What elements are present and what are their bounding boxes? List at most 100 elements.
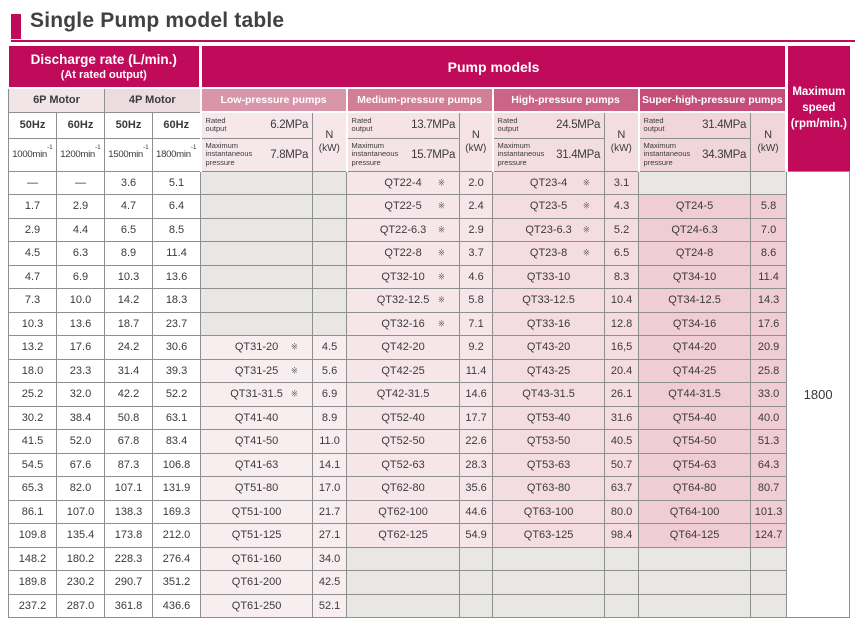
pump-model-name: QT41-50 — [234, 435, 279, 448]
header-row-groups: 6P Motor 4P Motor Low-pressure pumps Med… — [8, 87, 850, 113]
pump-model-cell — [346, 546, 461, 571]
power-kw-cell: 5.8 — [750, 194, 788, 219]
pump-model-cell: QT52-40 — [346, 405, 461, 430]
discharge-cell: 2.9 — [8, 217, 57, 242]
pump-model-cell: QT33-12.5 — [492, 288, 606, 313]
discharge-cell: 212.0 — [151, 523, 202, 548]
pump-model-name: QT41-63 — [234, 458, 279, 471]
discharge-cell: 6.3 — [56, 241, 105, 266]
power-kw-cell: 7.1 — [459, 311, 494, 336]
pump-model-cell: QT31-20 ※ — [200, 335, 314, 360]
pump-model-name: QT54-63 — [672, 458, 717, 471]
power-kw-cell: 98.4 — [604, 523, 640, 548]
table-body: — —3.6 5.1 QT22-4 ※ 2.0 QT23-4 ※ 3.1 1800 1.7 2.9 4.… — [8, 170, 851, 618]
pump-model-name: QT24-8 — [675, 247, 714, 260]
motor-4p-header: 4P Motor — [103, 87, 202, 113]
pump-model-cell: QT34-10 — [638, 264, 752, 289]
discharge-cell: 169.3 — [151, 499, 202, 524]
n-label: N — [764, 129, 773, 142]
freq-4p-50hz: 50Hz — [104, 111, 153, 139]
power-kw-cell — [312, 311, 348, 336]
pump-model-table: Discharge rate (L/min.) (At rated output… — [8, 46, 851, 618]
pump-model-cell: QT24-8 — [638, 241, 752, 266]
pump-model-name: QT63-80 — [526, 482, 571, 495]
pump-model-name: QT54-40 — [672, 411, 717, 424]
pump-model-cell — [200, 311, 314, 336]
power-kw-cell — [459, 570, 494, 595]
discharge-cell: 4.7 — [8, 264, 57, 289]
pump-model-name: QT31-31.5 — [230, 388, 283, 401]
discharge-cell: 83.4 — [151, 429, 202, 454]
max-pressure-high: Maximum instantaneous pressure 31.4MPa — [491, 137, 606, 172]
table-row: 25.2 32.0 42.2 52.2 QT31-31.5 ※ 6.9 QT42-31.5 14… — [8, 382, 850, 407]
discharge-cell: 230.2 — [56, 570, 105, 595]
table-row: 237.2 287.0 361.8 436.6 QT61-250 52.1 — [8, 593, 850, 618]
power-kw-cell: 14.1 — [312, 452, 348, 477]
pump-model-name: QT61-160 — [231, 552, 282, 565]
pump-model-cell: QT63-80 — [492, 476, 606, 501]
pump-model-name: QT43-25 — [526, 364, 571, 377]
reference-mark: ※ — [437, 294, 446, 305]
discharge-cell: 436.6 — [151, 593, 202, 618]
pump-model-name: QT22-5 — [384, 200, 422, 213]
pump-model-cell: QT22-8 ※ — [346, 241, 461, 266]
table-row: 54.5 67.6 87.3 106.8 QT41-63 14.1 QT52-63 28.3 Q… — [8, 452, 850, 477]
kw-label: (kW) — [318, 143, 340, 155]
table-row: 18.0 23.3 31.4 39.3 QT31-25 ※ 5.6 QT42-25 11.4 QT… — [8, 358, 850, 383]
pump-model-name: QT44-25 — [672, 364, 717, 377]
discharge-cell: 7.3 — [8, 288, 57, 313]
power-kw-cell — [312, 241, 348, 266]
reference-mark: ※ — [290, 365, 299, 376]
pump-model-cell: QT33-10 — [492, 264, 606, 289]
pump-model-name: QT33-12.5 — [522, 294, 575, 307]
pump-model-cell: QT44-20 — [638, 335, 752, 360]
discharge-cell: 8.5 — [151, 217, 202, 242]
pump-model-name: QT42-20 — [381, 341, 425, 354]
table-row: 13.2 17.6 24.2 30.6 QT31-20 ※ 4.5 QT42-20 9.2 QT4… — [8, 335, 850, 360]
max-speed-header: Maximum speed (rpm/min.) — [785, 46, 850, 172]
table-row: 2.9 4.4 6.5 8.5 QT22-6.3 ※ 2.9 QT23-6.3 ※ 5.2 QT24… — [8, 217, 850, 242]
power-kw-cell: 26.1 — [604, 382, 640, 407]
pump-model-name: QT33-16 — [526, 317, 571, 330]
pump-model-cell: QT22-5 ※ — [346, 194, 461, 219]
discharge-cell: — — [8, 170, 57, 195]
pump-model-name: QT32-12.5 — [376, 294, 430, 307]
discharge-cell: 351.2 — [151, 570, 202, 595]
pump-model-name: QT41-40 — [234, 411, 279, 424]
discharge-cell: 6.4 — [151, 194, 202, 219]
pump-model-cell: QT23-5 ※ — [492, 194, 606, 219]
pump-model-cell: QT62-125 — [346, 523, 461, 548]
table-row: 4.7 6.9 10.3 13.6 QT32-10 ※ 4.6 QT33-10 8.3 QT34-… — [8, 264, 850, 289]
pump-model-name: QT51-125 — [231, 529, 282, 542]
discharge-cell: 287.0 — [56, 593, 105, 618]
power-kw-cell: 2.4 — [459, 194, 494, 219]
speed-1000min: 1000min-1 — [8, 137, 57, 172]
pump-model-name: QT64-100 — [669, 505, 720, 518]
pump-model-cell: QT33-16 — [492, 311, 606, 336]
pump-model-cell: QT44-31.5 — [638, 382, 752, 407]
n-label: N — [617, 129, 626, 142]
max-pressure-value: 15.7MPa — [411, 148, 456, 161]
super-high-pressure-header: Super-high-pressure pumps — [637, 87, 788, 113]
discharge-cell: 23.3 — [56, 358, 105, 383]
pump-model-name: QT53-63 — [526, 458, 571, 471]
power-kw-cell — [312, 264, 348, 289]
rated-output-medium: Rated output 13.7MPa — [345, 111, 461, 139]
discharge-cell: 276.4 — [151, 546, 202, 571]
max-pressure-value: 34.3MPa — [702, 148, 747, 161]
pump-model-name: QT22-8 — [384, 247, 422, 260]
discharge-cell: 82.0 — [56, 476, 105, 501]
power-kw-cell: 11.4 — [750, 264, 788, 289]
pump-model-name: QT63-125 — [523, 529, 574, 542]
discharge-cell: 10.0 — [56, 288, 105, 313]
pump-model-cell: QT24-5 — [638, 194, 752, 219]
discharge-rate-subtitle: (At rated output) — [60, 68, 147, 81]
pump-model-name: QT24-6.3 — [671, 223, 718, 236]
pump-model-cell — [638, 570, 752, 595]
table-row: 41.5 52.0 67.8 83.4 QT41-50 11.0 QT52-50 22.6 QT… — [8, 429, 850, 454]
header-row-maxpressure: 1000min-1 1200min-1 1500min-1 1800min-1 … — [8, 137, 850, 172]
discharge-cell: 63.1 — [151, 405, 202, 430]
pump-model-name: QT31-20 — [234, 341, 279, 354]
discharge-cell: 173.8 — [104, 523, 153, 548]
power-kw-cell — [750, 546, 788, 571]
